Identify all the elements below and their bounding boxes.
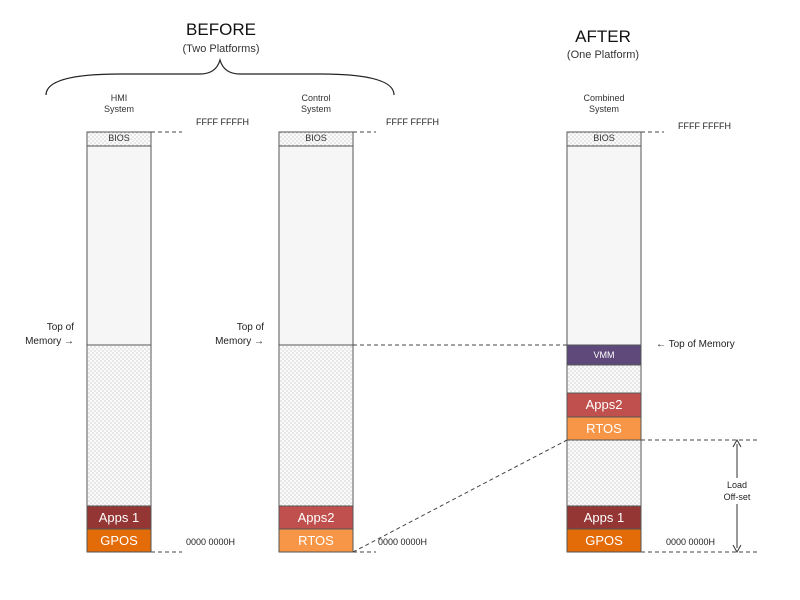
combined-vmm-label: VMM xyxy=(593,350,615,360)
combined-apps1-label: Apps 1 xyxy=(583,510,625,525)
control-empty-block xyxy=(278,145,354,346)
combined-bios-label: BIOS xyxy=(593,133,615,143)
control-system-label: Control System xyxy=(300,93,332,114)
combined-empty-block xyxy=(566,145,642,346)
hmi-bios-label: BIOS xyxy=(108,133,130,143)
after-title: AFTER xyxy=(575,27,631,46)
combined-apps2-block xyxy=(566,392,642,418)
combined-gpos-block xyxy=(566,528,642,553)
combined-column xyxy=(566,131,760,553)
hmi-top-of-memory: Top of Memory → xyxy=(25,322,74,347)
combined-top-of-memory: ← Top of Memory xyxy=(656,339,735,350)
combined-dotted-upper-block xyxy=(566,364,642,394)
combined-gpos-label: GPOS xyxy=(585,533,623,548)
control-top-of-memory: Top of Memory → xyxy=(215,322,264,347)
before-brace xyxy=(45,57,395,96)
control-top-address: FFFF FFFFH xyxy=(386,117,439,127)
hmi-system-label: HMI System xyxy=(103,93,135,114)
hmi-apps-label: Apps 1 xyxy=(98,510,140,525)
combined-bottom-address: 0000 0000H xyxy=(666,537,716,547)
hmi-dotted-block xyxy=(86,344,152,507)
control-column xyxy=(278,131,376,553)
combined-system-label: Combined System xyxy=(583,93,625,114)
combined-top-address: FFFF FFFFH xyxy=(678,121,731,131)
hmi-column xyxy=(86,131,182,553)
before-title: BEFORE xyxy=(186,20,256,39)
hmi-empty-block xyxy=(86,145,152,346)
after-subtitle: (One Platform) xyxy=(566,49,640,61)
before-subtitle: (Two Platforms) xyxy=(182,43,260,55)
control-os-block xyxy=(278,528,354,553)
control-bottom-address: 0000 0000H xyxy=(378,537,428,547)
mapping-line-bottom xyxy=(352,439,568,553)
combined-rtos-label: RTOS xyxy=(586,421,622,436)
hmi-bottom-address: 0000 0000H xyxy=(186,537,236,547)
combined-dotted-lower-block xyxy=(566,439,642,507)
hmi-os-block xyxy=(86,528,152,553)
load-offset-label: Load Off-set xyxy=(721,478,753,504)
control-bios-label: BIOS xyxy=(305,133,327,143)
control-dotted-block xyxy=(278,344,354,507)
hmi-os-label: GPOS xyxy=(100,533,138,548)
control-os-label: RTOS xyxy=(298,533,334,548)
control-apps-label: Apps2 xyxy=(297,510,335,525)
hmi-top-address: FFFF FFFFH xyxy=(196,117,249,127)
combined-apps2-label: Apps2 xyxy=(585,397,623,412)
